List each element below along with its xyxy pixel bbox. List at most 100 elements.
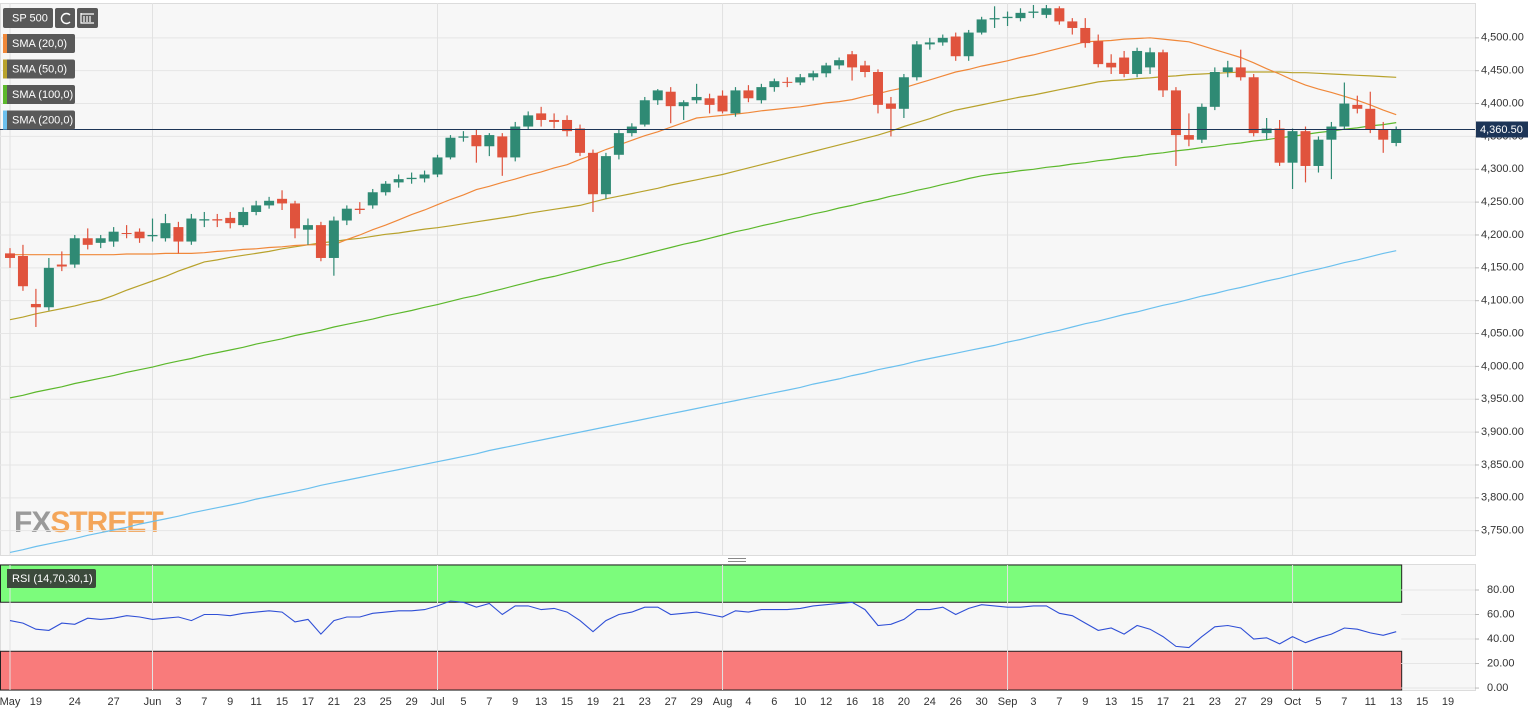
x-tick-label: 4: [745, 696, 751, 708]
candle-body: [1274, 128, 1285, 163]
x-tick-label: 11: [250, 696, 261, 708]
candle-body: [1132, 50, 1143, 74]
x-tick-label: Jul: [430, 696, 444, 708]
legend-box[interactable]: [3, 34, 75, 53]
watermark-fx: FX: [14, 506, 51, 539]
y-tick-label: 4,300.00: [1481, 163, 1524, 175]
candle-body: [1248, 77, 1259, 134]
legend-box[interactable]: [3, 59, 75, 79]
y-tick-label: 4,450.00: [1481, 65, 1524, 77]
legend-swatch: [3, 34, 7, 53]
rsi-overbought-zone: [0, 564, 1403, 603]
candle-body: [1235, 67, 1246, 78]
candle-body: [251, 205, 262, 212]
candle-body: [1093, 41, 1104, 65]
candle-body: [898, 77, 909, 109]
x-tick-label: 5: [460, 696, 466, 708]
refresh-icon: [60, 12, 71, 25]
candle-body: [1352, 104, 1363, 109]
candle-body: [575, 128, 586, 153]
rsi-legend-swatch: [3, 569, 7, 588]
candle-body: [1391, 129, 1402, 143]
x-tick-label: 15: [561, 696, 573, 708]
rsi-legend-box[interactable]: [3, 569, 96, 588]
y-tick-label: 4,000.00: [1481, 360, 1524, 372]
rsi-y-tick-label: 60.00: [1487, 608, 1515, 620]
candle-body: [937, 37, 948, 43]
candle-body: [315, 225, 326, 258]
y-tick-label: 4,400.00: [1481, 97, 1524, 109]
y-tick-label: 4,250.00: [1481, 196, 1524, 208]
legend-box[interactable]: [3, 110, 75, 130]
candle-body: [238, 211, 249, 226]
x-tick-label: 30: [976, 696, 988, 708]
plot-layer: 3,750.00 3,800.00 3,850.00 3,900.00 3,950.00…: [0, 3, 1528, 708]
refresh-button[interactable]: [55, 8, 75, 28]
candle-body: [1326, 126, 1337, 140]
legend-box[interactable]: [3, 8, 53, 28]
candle-body: [1157, 52, 1168, 91]
x-tick-label: 7: [201, 696, 207, 708]
x-tick-label: 19: [30, 696, 42, 708]
candle-body: [652, 90, 663, 101]
candle-body: [510, 126, 521, 158]
candle-body: [121, 233, 132, 234]
candle-body: [885, 103, 896, 109]
x-tick-label: 27: [665, 696, 677, 708]
candle-body: [769, 81, 780, 88]
rsi-y-tick-label: 80.00: [1487, 584, 1515, 596]
x-tick-label: 12: [820, 696, 832, 708]
watermark: FXSTREET: [14, 506, 163, 539]
candle-body: [834, 60, 845, 66]
y-tick-label: 3,850.00: [1481, 459, 1524, 471]
legend-box[interactable]: [3, 85, 75, 104]
x-tick-label: 15: [276, 696, 288, 708]
candle-body: [458, 136, 469, 138]
candle-body: [1196, 106, 1207, 140]
sma-line: [10, 37, 1397, 256]
candle-body: [69, 238, 80, 265]
y-tick-label: 4,150.00: [1481, 262, 1524, 274]
candle-body: [445, 137, 456, 158]
legend-label: SMA (50,0): [12, 63, 67, 75]
candle-body: [691, 96, 702, 101]
candle-body: [380, 183, 391, 193]
y-tick-label: 4,100.00: [1481, 295, 1524, 307]
candle-body: [5, 253, 15, 258]
x-tick-label: 11: [1365, 696, 1376, 708]
candle-body: [419, 174, 430, 179]
candle-body: [341, 208, 352, 221]
rsi-y-tick-label: 20.00: [1487, 657, 1515, 669]
legend: SP 500 SMA (20,0) SMA (50,0) SMA (100,0) SM…: [3, 8, 98, 588]
x-tick-label: 15: [1416, 696, 1428, 708]
y-tick-label: 3,750.00: [1481, 525, 1524, 537]
candle-body: [743, 90, 754, 99]
candle-body: [1002, 16, 1013, 19]
candle-body: [523, 115, 534, 127]
candle-body: [872, 72, 883, 105]
candle-body: [730, 90, 741, 114]
candle-body: [147, 234, 158, 237]
x-tick-label: 19: [1442, 696, 1454, 708]
candle-body: [1313, 139, 1324, 166]
candle-body: [1209, 72, 1220, 107]
rsi-legend-label: RSI (14,70,30,1): [12, 573, 93, 585]
x-tick-label: 5: [1315, 696, 1321, 708]
x-tick-label: 13: [1105, 696, 1117, 708]
candle-body: [911, 44, 922, 78]
candle-body: [989, 18, 1000, 20]
panel-resize-handle[interactable]: [728, 558, 746, 562]
x-tick-label: 10: [794, 696, 806, 708]
candle-body: [1339, 103, 1350, 127]
legend-label: SMA (20,0): [12, 38, 67, 50]
candle-body: [225, 217, 236, 224]
x-tick-label: 17: [302, 696, 314, 708]
candle-body: [1067, 21, 1078, 28]
candle-body: [82, 238, 93, 245]
rsi-line: [9, 600, 1397, 649]
candle-body: [1080, 27, 1091, 44]
candle-body: [186, 218, 197, 242]
candle-body: [1106, 62, 1117, 68]
legend-label: SMA (200,0): [12, 114, 73, 126]
